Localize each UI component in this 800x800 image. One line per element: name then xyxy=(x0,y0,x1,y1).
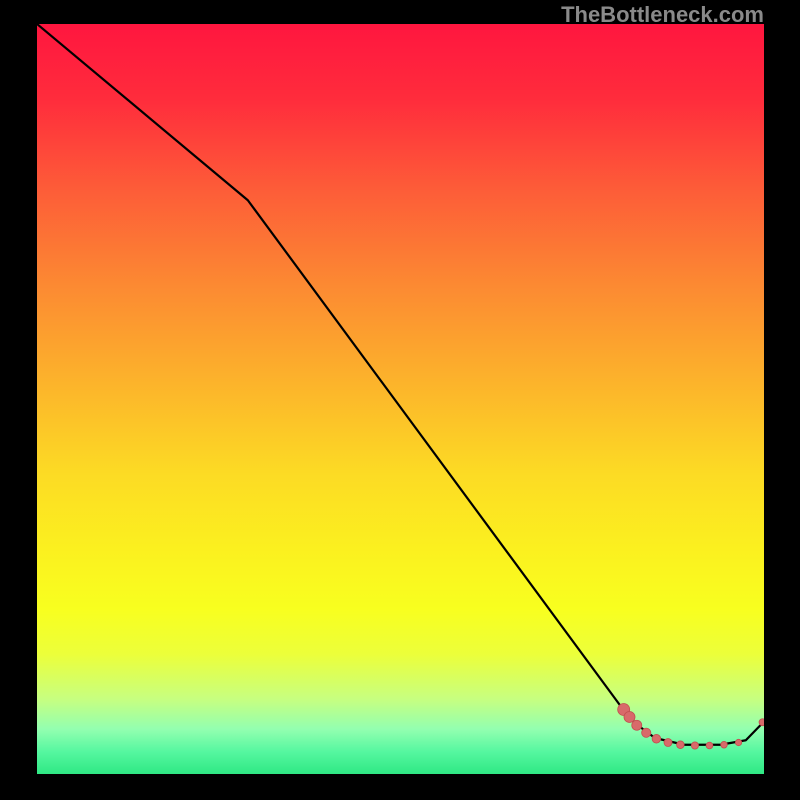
data-marker xyxy=(706,742,713,749)
plot-area xyxy=(37,24,764,774)
chart-container xyxy=(0,0,800,800)
marker-group xyxy=(618,704,764,750)
data-marker xyxy=(759,719,764,726)
data-marker xyxy=(721,741,728,748)
data-marker xyxy=(735,739,741,745)
data-marker xyxy=(642,728,651,737)
data-marker xyxy=(691,742,698,749)
watermark: TheBottleneck.com xyxy=(561,2,764,28)
data-marker xyxy=(677,741,685,749)
main-line xyxy=(37,24,764,745)
data-marker xyxy=(624,712,635,723)
data-marker xyxy=(664,739,672,747)
chart-overlay xyxy=(37,24,764,774)
data-marker xyxy=(652,734,661,743)
data-marker xyxy=(632,720,642,730)
